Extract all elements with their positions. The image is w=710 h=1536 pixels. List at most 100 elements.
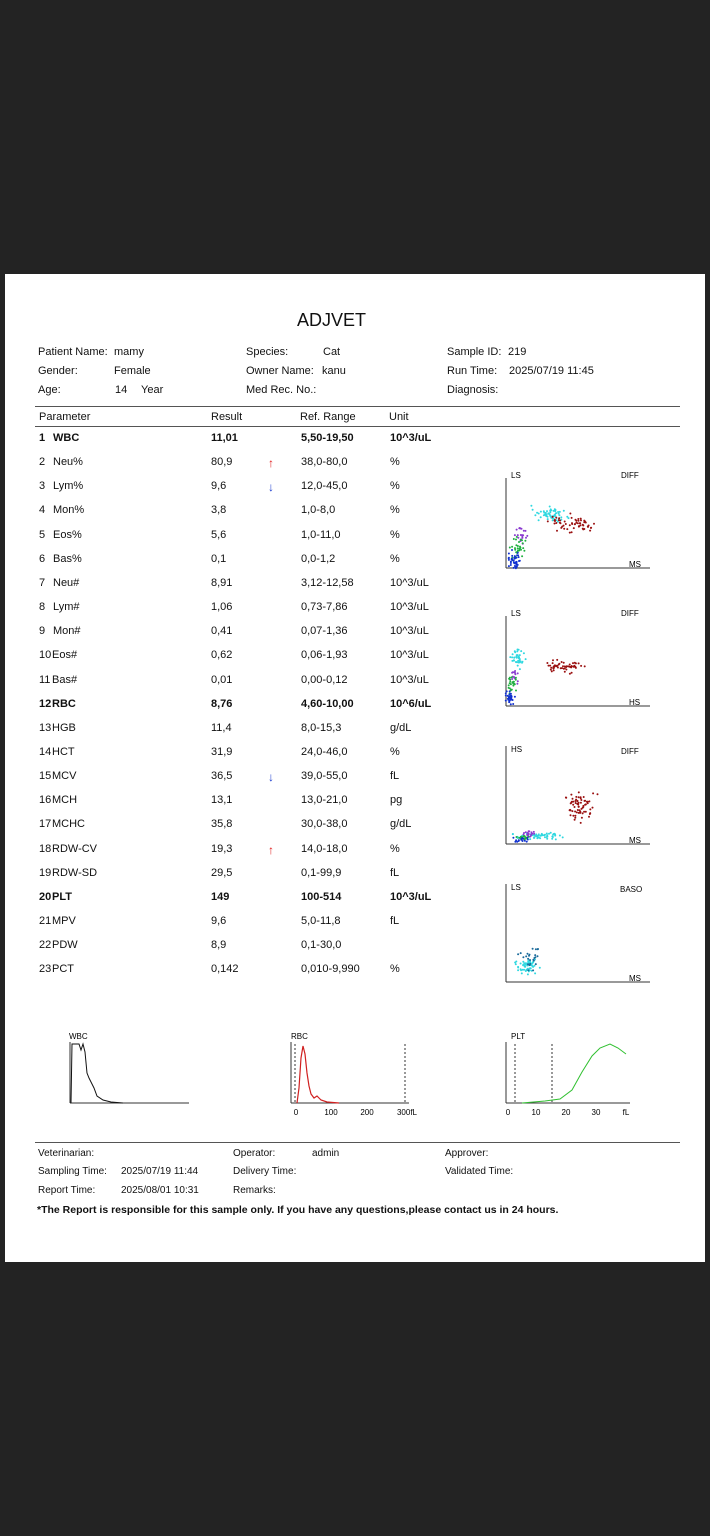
scatter-plot-2: LS DIFF HS [504, 609, 650, 707]
scatter-dot [582, 806, 585, 808]
scatter-dot [551, 515, 554, 518]
row-result: 5,6 [211, 529, 227, 541]
scatter-dot [544, 836, 546, 839]
col-unit: Unit [389, 411, 409, 423]
row-result: 36,5 [211, 770, 233, 782]
scatter-dot [521, 536, 524, 539]
scatter-dot [529, 967, 532, 970]
row-parameter: Neu# [53, 577, 80, 589]
row-unit: 10^3/uL [390, 601, 429, 613]
scatter-dot [522, 835, 525, 838]
scatter-dot [507, 565, 510, 568]
scatter-dot [530, 831, 533, 834]
scatter-dot [522, 964, 525, 967]
scatter-dot [563, 665, 566, 668]
scatter-dot [552, 659, 554, 662]
row-unit: 10^3/uL [390, 649, 429, 661]
scatter-dot [532, 969, 535, 972]
disclaimer: *The Report is responsible for this samp… [37, 1204, 559, 1216]
scatter-dot [521, 968, 524, 971]
scatter-dot [555, 522, 558, 524]
scatter-xlabel: MS [629, 560, 641, 569]
scatter-dot [541, 833, 544, 836]
scatter-dot [570, 516, 573, 519]
scatter-dot [520, 835, 522, 838]
row-result: 0,1 [211, 553, 227, 565]
row-number: 6 [39, 553, 46, 565]
scatter-dot [546, 510, 548, 513]
scatter-title: DIFF [621, 747, 639, 756]
row-result: 31,9 [211, 746, 233, 758]
scatter-dot [509, 678, 512, 681]
scatter-dot [553, 522, 556, 525]
scatter-dot [558, 510, 561, 513]
row-parameter: MCH [52, 794, 78, 806]
tick-label: 200 [360, 1108, 374, 1117]
scatter-dot [522, 534, 525, 537]
scatter-dot [553, 508, 556, 511]
row-number: 23 [39, 963, 52, 975]
scatter-dot [579, 811, 582, 814]
scatter-dot [515, 960, 518, 963]
scatter-dot [551, 662, 554, 665]
row-result: 35,8 [211, 818, 233, 830]
scatter-dot [568, 524, 571, 527]
scatter-dot [563, 670, 566, 673]
scatter-dot [583, 528, 586, 530]
scatter-dot [534, 972, 537, 975]
scatter-dot [577, 518, 580, 520]
scatter-dot [524, 963, 527, 966]
scatter-ylabel: LS [511, 471, 521, 480]
veterinarian-label: Veterinarian: [38, 1148, 95, 1159]
row-number: 4 [39, 504, 46, 516]
row-parameter: PCT [52, 963, 74, 975]
row-result: 0,142 [211, 963, 239, 975]
scatter-dot [525, 840, 528, 843]
scatter-dot [558, 834, 561, 837]
row-ref-range: 0,73-7,86 [301, 601, 348, 613]
scatter-dot [574, 810, 577, 813]
row-number: 19 [39, 867, 52, 879]
diagnosis-label: Diagnosis: [447, 384, 499, 396]
row-unit: % [390, 963, 400, 975]
scatter-title: DIFF [621, 609, 639, 618]
scatter-dot [574, 666, 577, 669]
row-parameter: MCV [52, 770, 77, 782]
scatter-dot [533, 957, 536, 959]
row-unit: % [390, 529, 400, 541]
row-unit: g/dL [390, 818, 412, 830]
scatter-dot [524, 965, 527, 968]
scatter-dot [546, 837, 549, 840]
divider [35, 406, 680, 407]
scatter-dot [513, 556, 516, 559]
scatter-dot [577, 803, 580, 806]
scatter-dot [532, 959, 535, 962]
row-parameter: Mon# [53, 625, 81, 637]
scatter-dot [573, 665, 576, 668]
scatter-dot [588, 815, 590, 818]
plt-ticks: 0 10 20 30 fL [506, 1108, 630, 1117]
row-parameter: Mon% [53, 504, 85, 516]
scatter-dot [520, 838, 523, 841]
scatter-dot [579, 524, 582, 527]
scatter-dot [508, 546, 511, 549]
scatter-dot [577, 525, 580, 528]
row-ref-range: 30,0-38,0 [301, 818, 348, 830]
scatter-dot [558, 521, 561, 524]
row-result: 11,4 [211, 722, 232, 734]
scatter-dot [563, 527, 566, 530]
col-ref-range: Ref. Range [300, 411, 356, 423]
scatter-dot [519, 527, 522, 530]
scatter-dot [524, 837, 527, 840]
scatter-dot [514, 547, 516, 550]
scatter-dot [515, 654, 518, 657]
scatter-dot [504, 694, 507, 697]
scatter-dot [519, 660, 522, 663]
scatter-dot [534, 514, 537, 517]
scatter-dot [513, 656, 516, 659]
high-flag-icon: ↑ [268, 843, 274, 857]
scatter-dot [517, 556, 520, 559]
scatter-dot [517, 661, 520, 664]
gender-label: Gender: [38, 365, 78, 377]
scatter-dot [580, 664, 583, 667]
